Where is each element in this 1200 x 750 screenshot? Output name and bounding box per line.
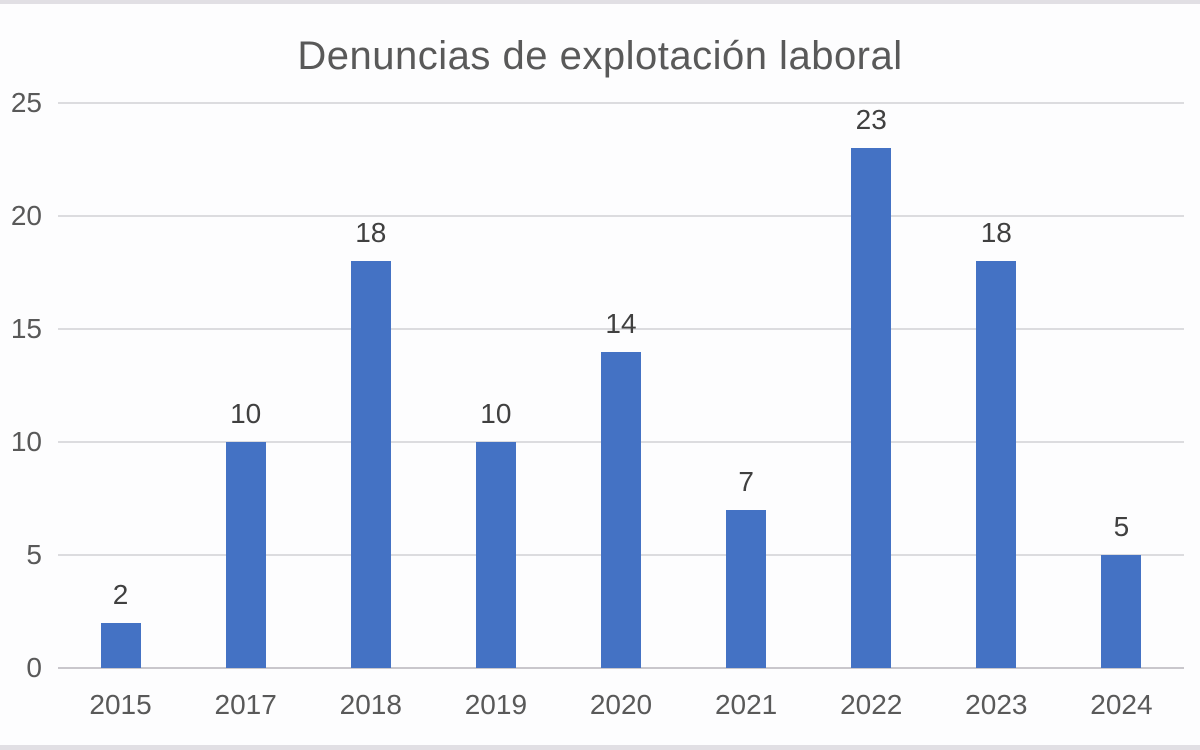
bar-slot: 2 [58, 103, 183, 668]
gridline [58, 102, 1184, 104]
bar-2015 [100, 623, 141, 668]
bar-2018 [350, 261, 391, 668]
plot-area: 2 10 18 10 14 7 23 18 5 [58, 102, 1184, 669]
y-tick-label: 25 [10, 87, 42, 118]
bar-slot: 18 [934, 103, 1059, 668]
y-tick-label: 5 [26, 539, 42, 570]
y-tick-label: 10 [10, 426, 42, 457]
bar-value-label: 14 [605, 308, 637, 339]
y-tick-label: 15 [10, 313, 42, 344]
x-tick-label: 2017 [214, 689, 277, 720]
x-tick-label: 2018 [339, 689, 402, 720]
bar-slot: 10 [183, 103, 308, 668]
bar-2019 [475, 442, 516, 668]
bar-value-label: 2 [112, 579, 129, 610]
bar-value-label: 10 [230, 398, 262, 429]
bar-slot: 5 [1059, 103, 1184, 668]
x-tick-label: 2023 [965, 689, 1028, 720]
bar-slot: 18 [308, 103, 433, 668]
bar-value-label: 18 [355, 217, 387, 248]
bar-2020 [600, 352, 641, 668]
bar-value-label: 23 [855, 104, 887, 135]
x-tick-label: 2024 [1090, 689, 1153, 720]
x-tick-label: 2019 [464, 689, 528, 720]
x-tick-label: 2020 [589, 689, 653, 720]
bar-value-label: 7 [738, 466, 754, 497]
y-tick-label: 0 [26, 652, 42, 683]
bar-2021 [726, 510, 767, 668]
gridline [58, 215, 1184, 217]
bar-value-label: 10 [480, 398, 512, 429]
bar-slot: 14 [558, 103, 683, 668]
chart-title: Denuncias de explotación laboral [297, 34, 903, 78]
bar-value-label: 18 [980, 217, 1012, 248]
bar-2017 [225, 442, 266, 668]
bar-slot: 23 [809, 103, 934, 668]
bar-slot: 7 [684, 103, 809, 668]
bar-2023 [976, 261, 1017, 668]
y-tick-label: 20 [10, 200, 42, 231]
gridline [58, 328, 1184, 330]
x-tick-label: 2022 [840, 689, 903, 720]
bar-value-label: 5 [1113, 511, 1130, 542]
bar-2022 [851, 148, 892, 668]
bar-slot: 10 [433, 103, 558, 668]
bar-2024 [1101, 555, 1142, 668]
x-tick-label: 2021 [714, 689, 778, 720]
top-edge-strip [0, 0, 1200, 4]
x-tick-label: 2015 [89, 689, 152, 720]
bottom-edge-strip [0, 745, 1200, 750]
x-axis-line [58, 667, 1184, 669]
